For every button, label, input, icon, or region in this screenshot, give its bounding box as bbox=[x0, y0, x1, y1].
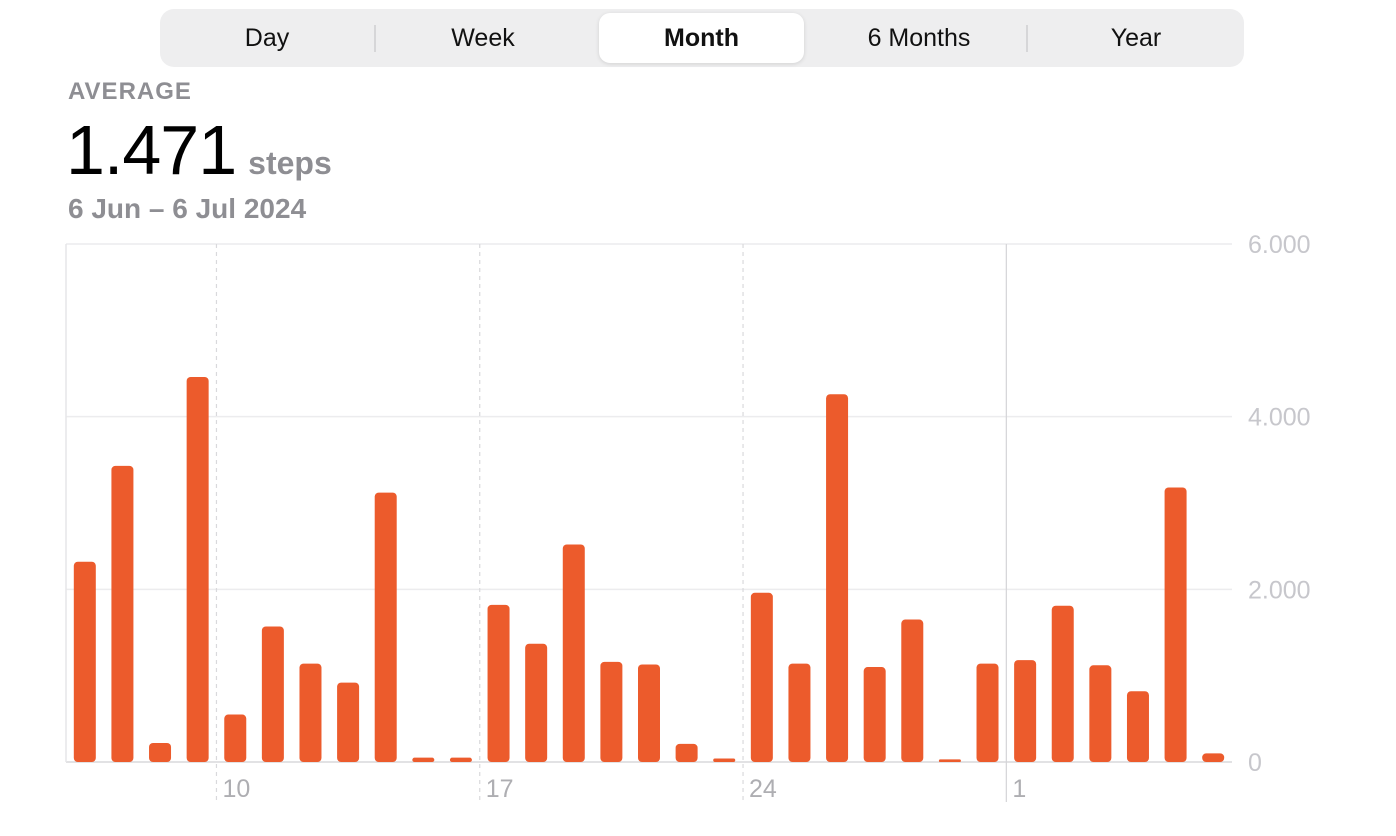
step-bar[interactable] bbox=[826, 394, 849, 762]
step-bar[interactable] bbox=[337, 682, 360, 762]
step-bar[interactable] bbox=[1014, 660, 1037, 762]
average-label: AVERAGE bbox=[68, 78, 192, 105]
step-bar[interactable] bbox=[901, 619, 924, 762]
date-range: 6 Jun – 6 Jul 2024 bbox=[68, 193, 307, 224]
step-bar[interactable] bbox=[863, 667, 886, 762]
y-tick-label: 4.000 bbox=[1248, 404, 1311, 432]
step-bar[interactable] bbox=[449, 757, 472, 762]
step-bar[interactable] bbox=[976, 663, 999, 762]
segment-month[interactable]: Month bbox=[599, 13, 804, 63]
step-bar[interactable] bbox=[600, 661, 623, 762]
segment-6-months[interactable]: 6 Months bbox=[867, 24, 971, 52]
segment-year[interactable]: Year bbox=[1110, 24, 1162, 52]
segment-week[interactable]: Week bbox=[451, 24, 515, 52]
step-bar[interactable] bbox=[638, 664, 660, 762]
step-bar[interactable] bbox=[1126, 691, 1149, 762]
step-bar[interactable] bbox=[750, 592, 773, 762]
y-tick-label: 6.000 bbox=[1248, 231, 1311, 259]
step-bar[interactable] bbox=[938, 759, 961, 762]
step-bar[interactable] bbox=[412, 757, 435, 762]
step-bar[interactable] bbox=[487, 604, 510, 762]
step-bar[interactable] bbox=[1202, 753, 1225, 762]
segment-divider bbox=[374, 25, 376, 52]
x-tick-label: 1 bbox=[1012, 775, 1026, 803]
step-bar[interactable] bbox=[186, 376, 209, 762]
step-bar[interactable] bbox=[1089, 665, 1112, 762]
step-bar[interactable] bbox=[261, 626, 284, 762]
step-bar[interactable] bbox=[224, 714, 247, 762]
step-bar[interactable] bbox=[111, 465, 134, 762]
average-unit: steps bbox=[248, 145, 332, 181]
step-bar[interactable] bbox=[525, 643, 548, 762]
y-tick-label: 0 bbox=[1248, 749, 1262, 777]
average-summary: 1.471 steps bbox=[66, 110, 332, 190]
segment-day[interactable]: Day bbox=[244, 24, 290, 52]
step-bar[interactable] bbox=[149, 743, 172, 762]
step-bar[interactable] bbox=[1051, 605, 1074, 762]
x-tick-label: 17 bbox=[486, 775, 514, 803]
step-bar[interactable] bbox=[675, 743, 698, 762]
step-bar[interactable] bbox=[299, 663, 322, 762]
step-bar[interactable] bbox=[73, 561, 96, 762]
x-tick-label: 24 bbox=[749, 775, 777, 803]
step-bar[interactable] bbox=[788, 663, 811, 762]
step-bar[interactable] bbox=[1164, 487, 1187, 762]
step-bar[interactable] bbox=[713, 758, 736, 762]
step-bar[interactable] bbox=[562, 544, 585, 762]
y-tick-label: 2.000 bbox=[1248, 576, 1311, 604]
step-bar[interactable] bbox=[374, 492, 397, 762]
average-value: 1.471 bbox=[66, 111, 237, 189]
time-range-segmented-control: Day Week Month 6 Months Year bbox=[160, 9, 1244, 67]
x-tick-label: 10 bbox=[222, 775, 250, 803]
segment-divider bbox=[1026, 25, 1028, 52]
